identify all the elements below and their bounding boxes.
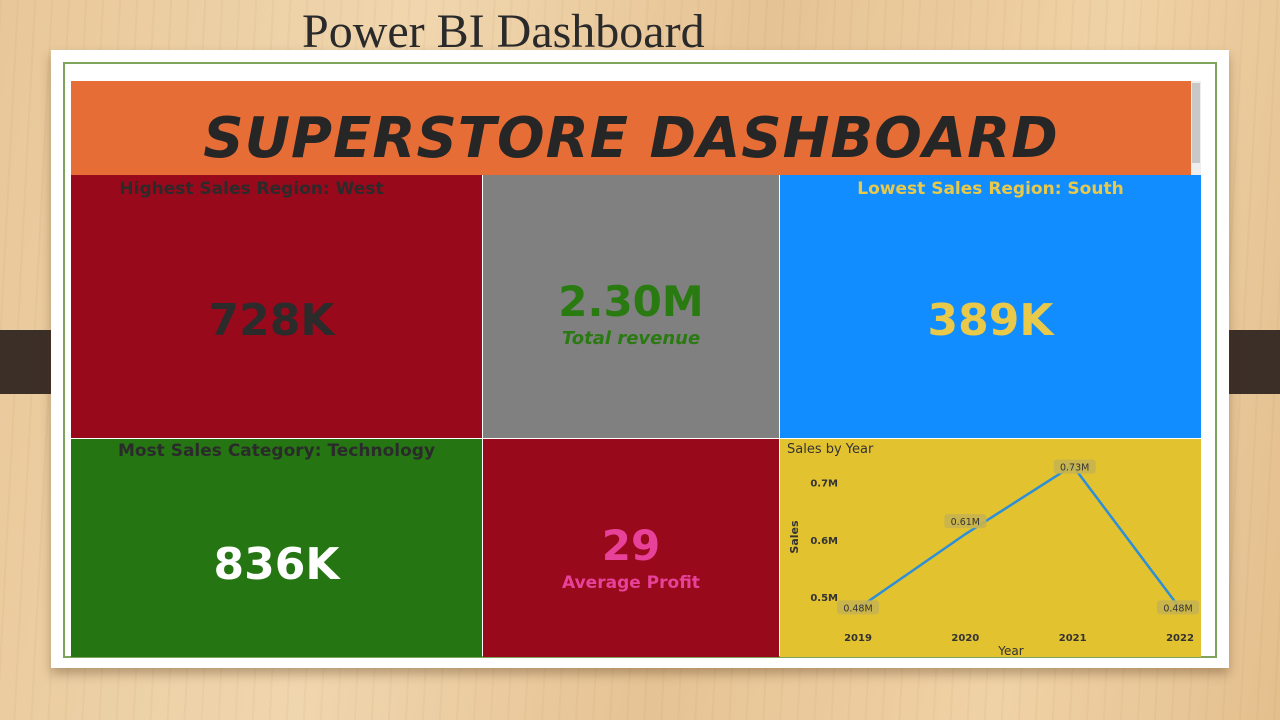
slide-border <box>63 62 1217 658</box>
chart-x-tick-label: 2020 <box>951 633 979 644</box>
chart-line-sales <box>857 463 1181 610</box>
chart-data-label: 0.73M <box>1060 463 1089 474</box>
chart-data-label: 0.48M <box>1163 603 1192 614</box>
chart-x-tick-label: 2022 <box>1166 633 1194 644</box>
chart-x-tick-label: 2019 <box>844 633 872 644</box>
highest-region-label: Highest Sales Region: West <box>119 179 384 199</box>
top-category-value: 836K <box>213 539 340 590</box>
dashboard-screenshot: SUPERSTORE DASHBOARD Highest Sales Regio… <box>71 81 1201 657</box>
chart-y-axis-label: Sales <box>788 520 801 554</box>
average-profit-label: Average Profit <box>562 573 700 593</box>
chart-data-label-box <box>944 514 987 529</box>
chart-data-label-box <box>1157 600 1199 615</box>
chart-data-label-box <box>837 600 879 615</box>
average-profit-value: 29 <box>601 521 661 570</box>
sales-by-year-chart-card[interactable]: Sales by Year Sales Year 0.5M 0.6M 0.7M 2019 20… <box>780 439 1201 657</box>
lowest-region-value: 389K <box>927 295 1054 346</box>
chart-x-axis-label: Year <box>997 644 1023 657</box>
chart-y-tick-label: 0.6M <box>810 536 838 547</box>
scrollbar-thumb[interactable] <box>1192 83 1200 163</box>
dashboard-banner: SUPERSTORE DASHBOARD <box>71 81 1191 175</box>
total-revenue-card[interactable]: 2.30M Total revenue <box>483 175 779 438</box>
chart-y-tick-label: 0.7M <box>810 479 838 490</box>
chart-y-tick-label: 0.5M <box>810 593 838 604</box>
total-revenue-label: Total revenue <box>561 328 701 349</box>
average-profit-card[interactable]: 29 Average Profit <box>483 439 779 657</box>
chart-x-tick-label: 2021 <box>1059 633 1087 644</box>
lowest-sales-region-card[interactable]: Lowest Sales Region: South 389K <box>780 175 1201 438</box>
most-sales-category-card[interactable]: Most Sales Category: Technology 836K <box>71 439 482 657</box>
sales-by-year-chart: Sales by Year Sales Year 0.5M 0.6M 0.7M 2019 20… <box>787 442 1199 657</box>
total-revenue-value: 2.30M <box>558 277 704 326</box>
top-category-label: Most Sales Category: Technology <box>117 441 436 461</box>
chart-data-label: 0.61M <box>951 517 980 528</box>
slide-title: Power BI Dashboard <box>302 5 705 58</box>
highest-region-value: 728K <box>208 295 335 346</box>
chart-title: Sales by Year <box>787 442 874 457</box>
lowest-region-label: Lowest Sales Region: South <box>857 179 1124 199</box>
chart-data-label-box <box>1053 459 1096 474</box>
banner-title: SUPERSTORE DASHBOARD <box>203 105 1059 171</box>
chart-data-label: 0.48M <box>843 603 872 614</box>
highest-sales-region-card[interactable]: Highest Sales Region: West 728K <box>71 175 482 438</box>
